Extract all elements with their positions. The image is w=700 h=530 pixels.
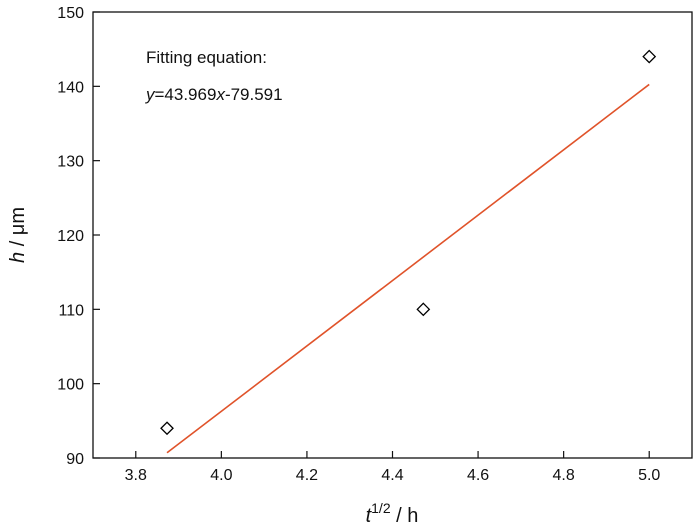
annotation-y-var: y — [145, 85, 156, 104]
annotation-eq-mid: =43.969 — [155, 85, 217, 104]
x-tick-label: 4.2 — [296, 467, 318, 484]
x-tick-label: 4.4 — [381, 467, 403, 484]
annotation-line2: y=43.969x-79.591 — [145, 85, 283, 104]
x-axis-title-sup: 1/2 — [371, 500, 391, 516]
y-tick-label: 120 — [57, 228, 84, 245]
x-tick-label: 4.0 — [210, 467, 232, 484]
annotation-eq-end: -79.591 — [225, 85, 283, 104]
fit-line — [166, 83, 650, 454]
annotation-x-var: x — [215, 85, 225, 104]
y-axis-title-unit: / μm — [7, 207, 29, 252]
x-axis-ticks: 3.8 4.0 4.2 4.4 4.6 4.8 5.0 — [125, 451, 660, 484]
plot-frame — [92, 11, 693, 459]
x-tick-label: 5.0 — [638, 467, 660, 484]
x-axis-title-unit: / h — [391, 505, 419, 527]
annotation-line1: Fitting equation: — [146, 48, 267, 67]
x-tick-label: 4.6 — [467, 467, 489, 484]
x-tick-label: 3.8 — [125, 467, 147, 484]
data-point-diamond — [160, 421, 174, 436]
y-tick-label: 110 — [58, 302, 84, 319]
data-point-diamond — [416, 302, 431, 317]
y-tick-label: 100 — [57, 377, 84, 394]
y-tick-label: 150 — [57, 5, 84, 22]
y-tick-label: 140 — [57, 79, 84, 96]
data-point-diamond — [642, 49, 657, 64]
y-axis-ticks: 90 100 110 120 130 140 150 — [57, 5, 100, 468]
y-tick-label: 90 — [66, 451, 84, 468]
x-axis-title: t1/2 / h — [366, 500, 419, 527]
x-tick-label: 4.8 — [553, 467, 575, 484]
y-axis-title-var: h — [7, 252, 29, 263]
data-points — [160, 49, 657, 436]
x-axis-title-var: t — [366, 505, 373, 527]
y-tick-label: 130 — [57, 154, 84, 171]
fit-line-group — [166, 83, 650, 454]
y-axis-title: h / μm — [7, 207, 29, 263]
